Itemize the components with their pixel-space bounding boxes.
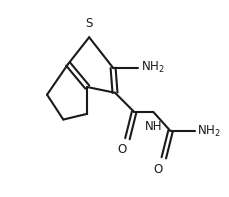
Text: NH$_2$: NH$_2$ xyxy=(196,124,220,139)
Text: S: S xyxy=(85,17,93,30)
Text: O: O xyxy=(153,163,162,176)
Text: O: O xyxy=(117,143,126,156)
Text: NH: NH xyxy=(144,120,161,133)
Text: NH$_2$: NH$_2$ xyxy=(140,60,164,75)
